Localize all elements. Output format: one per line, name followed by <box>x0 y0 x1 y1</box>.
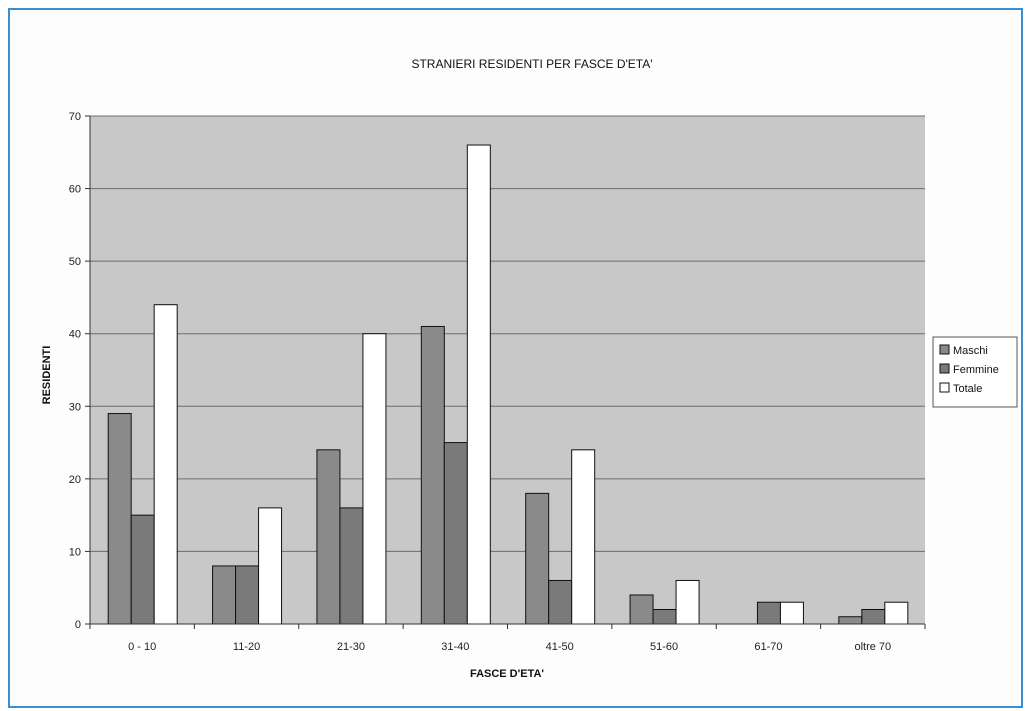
y-tick-label: 30 <box>69 401 81 413</box>
bar-totale <box>258 507 283 625</box>
bar-maschi <box>212 565 237 625</box>
legend-swatch-maschi <box>939 344 950 355</box>
gridlines <box>90 115 925 552</box>
y-tick-label: 40 <box>69 329 81 341</box>
y-tick-labels: 0 10 20 30 40 50 60 70 <box>69 111 90 631</box>
plot-area <box>90 116 925 624</box>
bar-femmine <box>130 514 155 625</box>
bar-maschi <box>420 325 445 625</box>
legend-label-totale: Totale <box>953 383 982 395</box>
y-tick-label: 60 <box>69 184 81 196</box>
bar-totale <box>571 449 596 625</box>
bar-totale <box>884 601 909 625</box>
x-tick-labels: 0 - 10 11-20 21-30 31-40 41-50 51-60 61-70 oltr… <box>89 624 926 653</box>
x-tick-label: 0 - 10 <box>128 641 156 653</box>
legend-swatch-femmine <box>939 363 950 374</box>
y-tick-label: 0 <box>75 619 81 631</box>
bar-totale <box>675 579 700 625</box>
bar-maschi <box>838 616 863 625</box>
bar-femmine <box>756 601 781 625</box>
bar-totale <box>362 333 387 625</box>
x-tick-label: 41-50 <box>546 641 574 653</box>
y-tick-label: 70 <box>69 111 81 123</box>
legend-swatch-totale <box>939 382 950 393</box>
bar-totale <box>153 304 178 625</box>
bar-maschi <box>525 492 550 625</box>
bar-totale <box>466 144 491 625</box>
y-axis-label: RESIDENTI <box>41 346 53 405</box>
bar-maschi <box>316 449 341 625</box>
bar-femmine <box>548 579 573 625</box>
y-tick-label: 20 <box>69 474 81 486</box>
bar-maschi <box>629 594 654 625</box>
bar-femmine <box>339 507 364 625</box>
bars-group <box>107 144 909 625</box>
y-tick-label: 50 <box>69 256 81 268</box>
x-axis-label: FASCE D'ETA' <box>470 668 544 680</box>
legend: Maschi Femmine Totale <box>932 336 1018 408</box>
bar-femmine <box>235 565 260 625</box>
x-tick-label: 31-40 <box>441 641 469 653</box>
x-tick-label: 21-30 <box>337 641 365 653</box>
bar-femmine <box>443 442 468 625</box>
bar-maschi <box>107 413 132 625</box>
x-tick-label: 11-20 <box>233 641 260 653</box>
x-tick-label: 51-60 <box>650 641 678 653</box>
bar-femmine <box>861 608 886 625</box>
y-tick-label: 10 <box>69 546 81 558</box>
x-tick-label: 61-70 <box>754 641 782 653</box>
legend-label-maschi: Maschi <box>953 345 988 357</box>
bar-totale <box>779 601 804 625</box>
chart-title: STRANIERI RESIDENTI PER FASCE D'ETA' <box>411 57 652 71</box>
x-tick-label: oltre 70 <box>854 641 891 653</box>
legend-label-femmine: Femmine <box>953 364 999 376</box>
bar-femmine <box>652 608 677 625</box>
